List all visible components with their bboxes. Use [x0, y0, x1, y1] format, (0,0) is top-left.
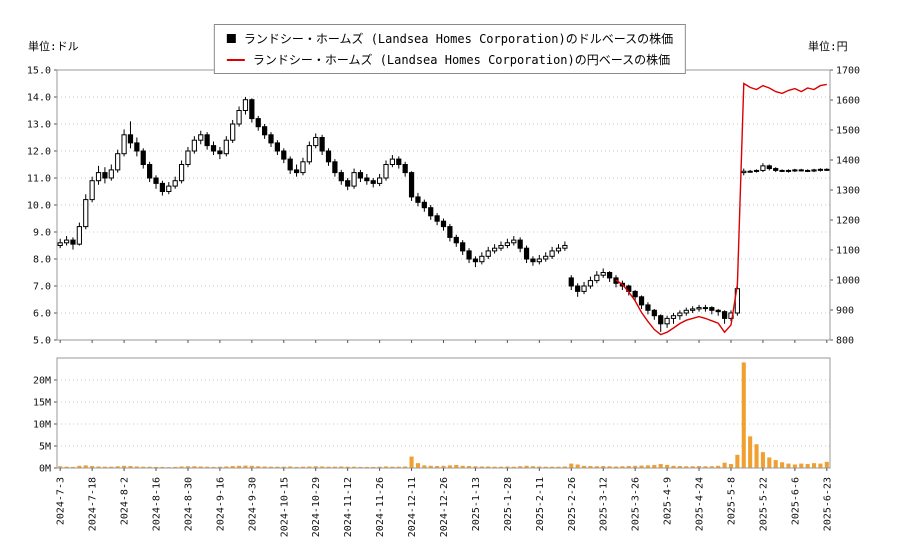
left-axis-unit-label: 単位:ドル [28, 40, 79, 53]
svg-text:10.0: 10.0 [27, 201, 51, 212]
svg-text:1000: 1000 [836, 276, 860, 287]
svg-text:2024-8-2: 2024-8-2 [120, 477, 131, 525]
svg-text:20M: 20M [33, 376, 51, 387]
yen-series-line-marker-icon [226, 58, 245, 61]
svg-text:2025-1-13: 2025-1-13 [471, 477, 482, 531]
svg-text:7.0: 7.0 [33, 282, 51, 293]
svg-text:13.0: 13.0 [27, 120, 51, 131]
svg-text:9.0: 9.0 [33, 228, 51, 239]
svg-text:2024-10-29: 2024-10-29 [311, 477, 322, 537]
svg-text:2024-12-11: 2024-12-11 [407, 477, 418, 537]
svg-text:2025-2-26: 2025-2-26 [567, 477, 578, 531]
svg-text:2024-10-15: 2024-10-15 [279, 477, 290, 537]
svg-text:2024-8-30: 2024-8-30 [183, 477, 194, 531]
svg-text:2025-3-26: 2025-3-26 [631, 477, 642, 531]
svg-text:11.0: 11.0 [27, 174, 51, 185]
svg-text:5M: 5M [39, 442, 51, 453]
svg-text:15M: 15M [33, 398, 51, 409]
svg-text:2025-2-11: 2025-2-11 [535, 477, 546, 531]
svg-text:1500: 1500 [836, 126, 860, 137]
svg-text:2024-7-3: 2024-7-3 [56, 477, 67, 525]
svg-text:0M: 0M [39, 464, 51, 475]
svg-text:2025-5-8: 2025-5-8 [726, 477, 737, 525]
svg-text:14.0: 14.0 [27, 93, 51, 104]
legend-item-yen: ランドシー・ホームズ (Landsea Homes Corporation)の円… [226, 51, 673, 68]
svg-text:2025-3-12: 2025-3-12 [599, 477, 610, 531]
svg-text:1100: 1100 [836, 246, 860, 257]
svg-text:1300: 1300 [836, 186, 860, 197]
legend-label-yen: ランドシー・ホームズ (Landsea Homes Corporation)の円… [252, 53, 671, 67]
right-axis-unit-label: 単位:円 [808, 40, 848, 53]
svg-text:8.0: 8.0 [33, 255, 51, 266]
chart-legend: ランドシー・ホームズ (Landsea Homes Corporation)のド… [213, 24, 687, 74]
svg-text:1200: 1200 [836, 216, 860, 227]
svg-text:2025-4-24: 2025-4-24 [695, 477, 706, 531]
legend-item-dollar: ランドシー・ホームズ (Landsea Homes Corporation)のド… [226, 30, 674, 47]
svg-text:2024-11-12: 2024-11-12 [343, 477, 354, 537]
svg-text:2024-11-26: 2024-11-26 [375, 477, 386, 537]
svg-text:2025-6-23: 2025-6-23 [822, 477, 833, 531]
svg-text:2024-12-26: 2024-12-26 [439, 477, 450, 537]
svg-text:2025-4-9: 2025-4-9 [663, 477, 674, 525]
legend-label-dollar: ランドシー・ホームズ (Landsea Homes Corporation)のド… [243, 32, 674, 46]
svg-text:12.0: 12.0 [27, 147, 51, 158]
svg-text:10M: 10M [33, 420, 51, 431]
svg-text:2025-6-6: 2025-6-6 [790, 477, 801, 525]
svg-text:2025-1-28: 2025-1-28 [503, 477, 514, 531]
svg-text:6.0: 6.0 [33, 309, 51, 320]
svg-text:800: 800 [836, 336, 854, 347]
svg-text:2024-7-18: 2024-7-18 [88, 477, 99, 531]
svg-text:2024-8-16: 2024-8-16 [152, 477, 163, 531]
svg-text:15.0: 15.0 [27, 66, 51, 77]
svg-text:2024-9-16: 2024-9-16 [215, 477, 226, 531]
svg-text:1400: 1400 [836, 156, 860, 167]
svg-text:2024-9-30: 2024-9-30 [247, 477, 258, 531]
svg-text:5.0: 5.0 [33, 336, 51, 347]
svg-text:900: 900 [836, 306, 854, 317]
svg-text:1600: 1600 [836, 96, 860, 107]
svg-text:1700: 1700 [836, 66, 860, 77]
svg-text:2025-5-22: 2025-5-22 [758, 477, 769, 531]
dollar-series-square-marker-icon [226, 34, 236, 43]
